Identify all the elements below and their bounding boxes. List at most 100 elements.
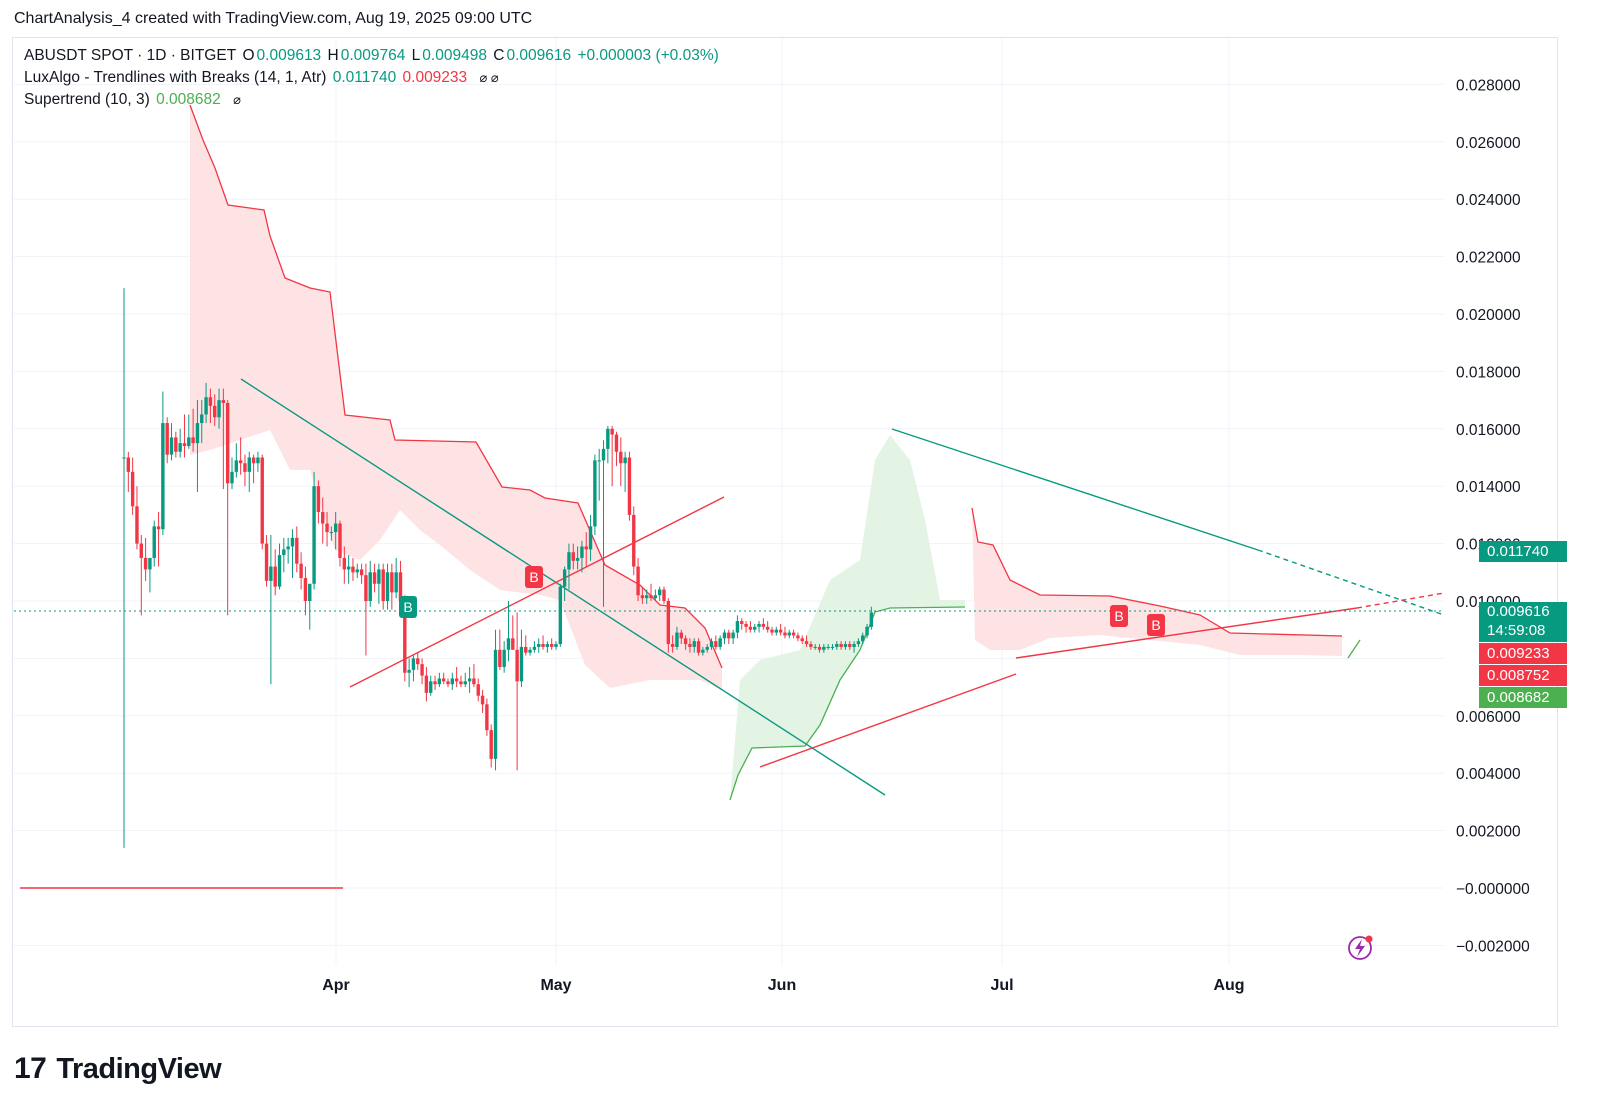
tradingview-logo[interactable]: 17 TradingView [14,1052,222,1086]
supertrend-bear-line-2 [971,507,1343,637]
candle-body [619,451,623,464]
candle-body [519,646,524,682]
candle-body [135,506,139,544]
tradingview-logo-text: TradingView [56,1052,222,1085]
candle-body [208,397,213,406]
candle-body [692,641,696,647]
y-tick-label: −0.002000 [1456,938,1530,955]
candle-body [839,644,843,647]
y-tick-label: 0.016000 [1456,422,1521,439]
break-marker [525,566,543,588]
candle-body [753,626,757,630]
candle-body [549,644,554,647]
candle-body [346,566,351,570]
break-marker-label: B [1151,617,1160,633]
change-value: +0.000003 (+0.03%) [577,47,719,64]
break-marker-label: B [1114,608,1123,624]
candle-body [472,678,476,685]
candle-body [511,638,515,650]
candle-body [130,471,135,507]
low-value: 0.009498 [422,47,487,64]
candle-body [545,644,550,647]
candle-body [441,678,446,682]
candle-body [770,629,774,633]
candle-body [303,578,308,601]
indicator-1-name: LuxAlgo - Trendlines with Breaks (14, 1,… [24,69,327,86]
candle-body [256,457,260,464]
candle-body [467,678,472,682]
descending-trendline-2 [891,428,1259,551]
candle-body [580,546,584,558]
candle-body [329,532,334,534]
candle-body [748,626,753,630]
y-tick-label: −0.000000 [1456,881,1530,898]
candle-body [601,448,606,461]
candle-body [554,644,558,647]
candle-body [156,526,161,530]
candle-body [804,641,809,645]
candle-body [368,572,372,601]
candle-body [532,646,537,650]
candlestick-chart[interactable]: 0.028000 0.026000 0.024000 0.022000 0.020000… [0,0,1600,1040]
red-level-price-label: 0.008752 [1479,665,1567,686]
supertrend-price-label: 0.008682 [1479,687,1567,708]
candle-body [705,646,709,650]
legend-indicator-2[interactable]: Supertrend (10, 3) 0.008682 ⌀ [24,91,243,109]
x-tick-label: Aug [1213,977,1244,994]
candle-body [321,512,325,524]
y-tick-label: 0.014000 [1456,479,1521,496]
candle-body [848,644,852,647]
y-tick-label: 0.018000 [1456,364,1521,381]
candle-body [126,457,131,472]
candle-body [683,638,688,645]
break-marker [399,596,417,618]
ascending-trendline-3 [1015,607,1358,659]
candle-body [463,681,467,685]
candle-body [230,471,234,484]
candle-body [429,681,433,693]
candle-body [761,623,766,627]
candle-body [623,457,627,464]
symbol-name[interactable]: ABUSDT SPOT · 1D · BITGET [24,47,237,64]
candle-body [778,629,783,633]
candle-body [735,621,740,633]
candle-body [800,638,804,642]
candle-body [260,457,264,544]
candle-body [528,649,532,653]
candle-body [567,552,571,570]
candle-body [593,460,597,527]
candle-body [403,601,407,673]
candle-body [575,557,580,561]
supertrend-bull-fill [730,435,965,800]
candle-body [394,572,398,593]
y-tick-label: 0.028000 [1456,77,1521,94]
chart-frame [12,37,1558,1027]
descending-trendline-2-extension [1257,549,1445,616]
candle-body [645,595,649,599]
candle-body [830,646,835,648]
candle-body [312,486,316,584]
high-value: 0.009764 [340,47,406,64]
close-label: C [493,47,505,64]
candle-body [826,646,830,648]
candle-body [835,644,839,647]
candle-body [195,423,200,444]
candle-body [290,537,295,547]
legend-indicator-1[interactable]: LuxAlgo - Trendlines with Breaks (14, 1,… [24,69,501,87]
candle-body [731,632,735,639]
candle-body [562,569,567,587]
candle-body [718,638,722,647]
candle-body [424,675,429,693]
candle-body [757,623,761,627]
open-value: 0.009613 [256,47,322,64]
candle-body [234,460,239,472]
candle-body [822,646,826,650]
candle-body [316,486,321,513]
candle-body [411,658,416,670]
candle-body [640,595,645,599]
y-tick-label: 0.002000 [1456,824,1521,841]
na-value-icon: ⌀ [233,92,241,107]
candle-body [632,514,636,567]
candle-body [541,644,545,647]
candle-body [861,635,865,642]
